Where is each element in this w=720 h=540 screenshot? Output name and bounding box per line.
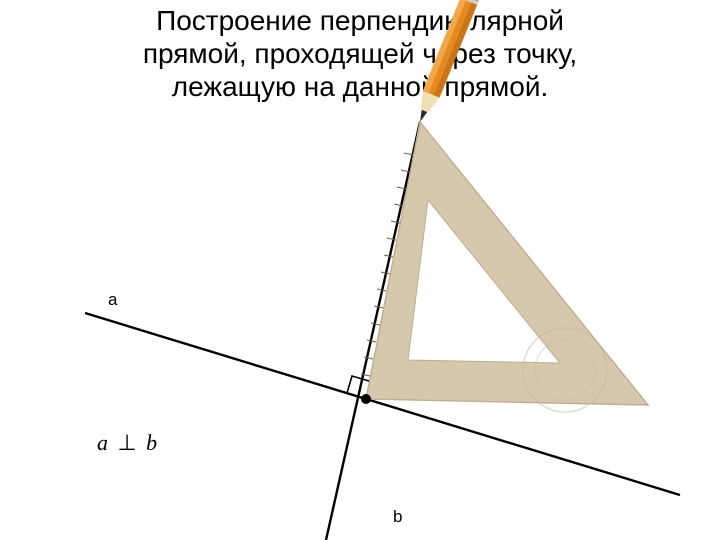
perpendicular-formula: a ⊥ b [97, 430, 157, 456]
pencil-icon [412, 0, 486, 125]
set-square-icon [361, 122, 648, 412]
label-a: a [108, 290, 117, 310]
geometry-scene [0, 0, 720, 540]
perpendicular-symbol-icon: ⊥ [114, 430, 141, 455]
formula-a: a [97, 430, 108, 455]
diagram-stage: Построение перпендикулярной прямой, прох… [0, 0, 720, 540]
formula-b: b [146, 430, 157, 455]
label-b: b [393, 507, 402, 527]
intersection-point [361, 394, 371, 404]
right-angle-marker-icon [347, 376, 369, 393]
